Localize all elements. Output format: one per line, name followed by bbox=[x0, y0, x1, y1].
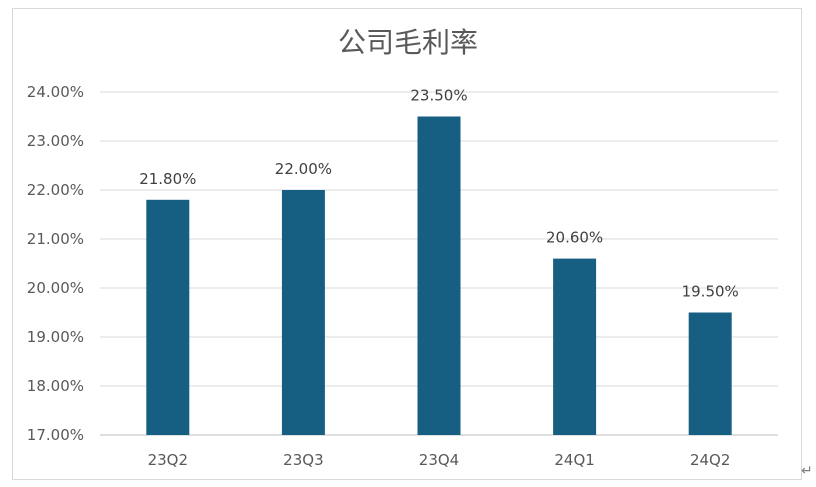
y-tick-label: 24.00% bbox=[27, 83, 84, 101]
paragraph-mark-icon: ↵ bbox=[801, 463, 813, 479]
y-tick-label: 22.00% bbox=[27, 181, 84, 199]
chart-title: 公司毛利率 bbox=[338, 26, 478, 59]
y-tick-label: 20.00% bbox=[27, 279, 84, 297]
chart-area bbox=[12, 8, 802, 480]
x-tick-label: 24Q1 bbox=[554, 451, 594, 469]
data-label: 22.00% bbox=[275, 160, 332, 178]
data-label: 20.60% bbox=[546, 229, 603, 247]
y-tick-label: 23.00% bbox=[27, 132, 84, 150]
data-label: 19.50% bbox=[682, 283, 739, 301]
x-tick-label: 24Q2 bbox=[690, 451, 730, 469]
x-tick-label: 23Q4 bbox=[419, 451, 459, 469]
x-tick-label: 23Q2 bbox=[148, 451, 188, 469]
y-tick-label: 17.00% bbox=[27, 426, 84, 444]
bar bbox=[417, 116, 461, 435]
data-label: 21.80% bbox=[139, 170, 196, 188]
x-tick-label: 23Q3 bbox=[283, 451, 323, 469]
bars bbox=[146, 116, 732, 435]
y-tick-label: 18.00% bbox=[27, 377, 84, 395]
bar bbox=[688, 312, 732, 435]
y-tick-label: 21.00% bbox=[27, 230, 84, 248]
bar bbox=[281, 190, 325, 435]
data-labels: 21.80% 22.00% 23.50% 20.60% 19.50% bbox=[139, 87, 739, 301]
data-label: 23.50% bbox=[410, 87, 467, 105]
y-axis-ticks: 17.00% 18.00% 19.00% 20.00% 21.00% 22.00% 23.0… bbox=[27, 83, 84, 444]
bar bbox=[146, 199, 190, 435]
y-tick-label: 19.00% bbox=[27, 328, 84, 346]
bar bbox=[553, 258, 597, 435]
x-axis-ticks: 23Q2 23Q3 23Q4 24Q1 24Q2 bbox=[148, 451, 731, 469]
